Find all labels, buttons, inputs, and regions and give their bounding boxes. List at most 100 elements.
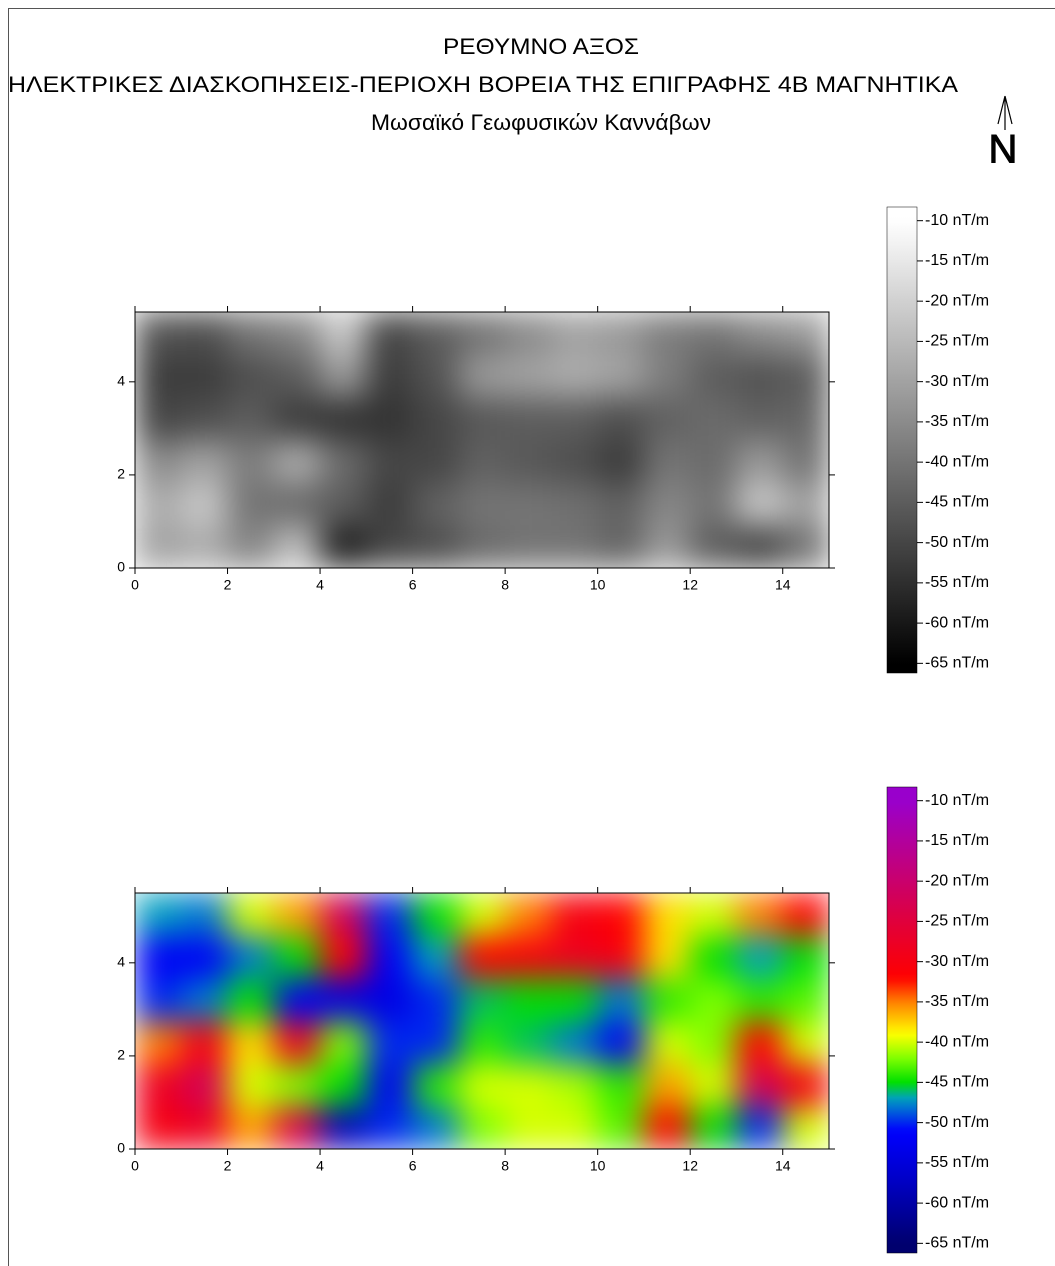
heatmap-cell	[227, 1021, 275, 1065]
heatmap-cell	[782, 354, 829, 398]
y-tick-label: 4	[117, 373, 125, 389]
heatmap-cell	[412, 312, 460, 356]
heatmap-cell	[227, 1106, 275, 1149]
heatmap-cell	[690, 1021, 737, 1065]
heatmap-cell	[643, 354, 691, 398]
heatmap-cell	[273, 893, 321, 937]
heatmap-cell	[135, 397, 182, 441]
heatmap-cell	[227, 440, 275, 484]
heatmap-cell	[643, 397, 691, 441]
colorbar-label: -60 nT/m	[925, 614, 989, 631]
heatmap-cell	[366, 935, 414, 979]
heatmap-cell	[505, 312, 552, 356]
heatmap-cell	[320, 893, 367, 937]
heatmap-cell	[273, 1021, 321, 1065]
heatmap-cell	[690, 482, 737, 526]
heatmap-cell	[690, 893, 737, 937]
heatmap-cell	[412, 397, 460, 441]
heatmap-cell	[320, 1106, 367, 1149]
colorbar-label: -50 nT/m	[925, 534, 989, 551]
heatmap-cell	[320, 482, 367, 526]
heatmap-cell	[366, 1063, 414, 1107]
heatmap-cell	[458, 978, 506, 1022]
colorbar-label: -45 nT/m	[925, 494, 989, 511]
heatmap-cell	[181, 397, 229, 441]
heatmap-cell	[181, 935, 229, 979]
colorbar-label: -60 nT/m	[925, 1194, 989, 1211]
colorbar-label: -65 nT/m	[925, 1235, 989, 1252]
heatmap-cell	[736, 397, 784, 441]
heatmap-cell	[736, 482, 784, 526]
north-label: N	[989, 128, 1018, 172]
heatmap-cell	[320, 440, 367, 484]
heatmap-cells	[135, 893, 829, 1149]
heatmap-cell	[181, 893, 229, 937]
heatmap-cell	[366, 354, 414, 398]
heatmap-cell	[135, 1063, 182, 1107]
heatmap-cell	[597, 1106, 645, 1149]
heatmap-cell	[690, 1063, 737, 1107]
heatmap-cell	[135, 354, 182, 398]
heatmap-cell	[782, 1106, 829, 1149]
x-tick-label: 4	[316, 577, 324, 593]
heatmap-cell	[227, 978, 275, 1022]
colorbar-label: -50 nT/m	[925, 1114, 989, 1131]
colorbar-label: -15 nT/m	[925, 252, 989, 269]
colorbar-label: -35 nT/m	[925, 413, 989, 430]
heatmap-cell	[551, 1063, 599, 1107]
x-tick-label: 12	[682, 577, 698, 593]
heatmap-cell	[551, 1021, 599, 1065]
heatmap-cell	[273, 978, 321, 1022]
heatmap-cell	[643, 312, 691, 356]
heatmap-cell	[135, 525, 182, 568]
heatmap-cells	[135, 312, 829, 568]
y-tick-label: 0	[117, 1140, 125, 1156]
heatmap-cell	[458, 1106, 506, 1149]
heatmap-cell	[181, 525, 229, 568]
heatmap-cell	[505, 482, 552, 526]
colorbar	[886, 206, 918, 674]
x-tick-label: 0	[131, 1158, 139, 1174]
heatmap-cell	[782, 1021, 829, 1065]
heatmap-cell	[320, 978, 367, 1022]
heatmap-cell	[551, 525, 599, 568]
heatmap-cell	[597, 312, 645, 356]
title: ΡΕΘΥΜΝΟ ΑΞΟΣ	[443, 34, 639, 59]
heatmap-cell	[643, 893, 691, 937]
heatmap-cell	[458, 1021, 506, 1065]
heatmap-cell	[273, 1106, 321, 1149]
heatmap-cell	[690, 525, 737, 568]
heatmap-cell	[505, 1106, 552, 1149]
heatmap-cell	[551, 978, 599, 1022]
north-arrow	[997, 95, 1013, 130]
heatmap-cell	[227, 525, 275, 568]
heatmap-cell	[643, 440, 691, 484]
heatmap-cell	[782, 397, 829, 441]
colorbar-label: -55 nT/m	[925, 574, 989, 591]
heatmap-cell	[181, 1021, 229, 1065]
heatmap-cell	[736, 354, 784, 398]
heatmap-cell	[135, 893, 182, 937]
heatmap-cell	[273, 935, 321, 979]
heatmap-cell	[320, 312, 367, 356]
heatmap-cell	[135, 1106, 182, 1149]
heatmap-cell	[505, 440, 552, 484]
heatmap-cell	[412, 1021, 460, 1065]
heatmap-cell	[181, 354, 229, 398]
heatmap-cell	[273, 525, 321, 568]
heatmap-cell	[412, 1106, 460, 1149]
heatmap-cell	[181, 1063, 229, 1107]
heatmap-cell	[782, 312, 829, 356]
heatmap-cell	[227, 1063, 275, 1107]
heatmap-cell	[643, 1021, 691, 1065]
heatmap-cell	[135, 935, 182, 979]
colorbar-label: -20 nT/m	[925, 872, 989, 889]
heatmap-cell	[458, 440, 506, 484]
heatmap-cell	[782, 893, 829, 937]
colorbar-label: -55 nT/m	[925, 1154, 989, 1171]
heatmap-cell	[412, 440, 460, 484]
heatmap-cell	[135, 440, 182, 484]
heatmap	[135, 893, 829, 1149]
heatmap-cell	[181, 1106, 229, 1149]
heatmap-cell	[505, 893, 552, 937]
